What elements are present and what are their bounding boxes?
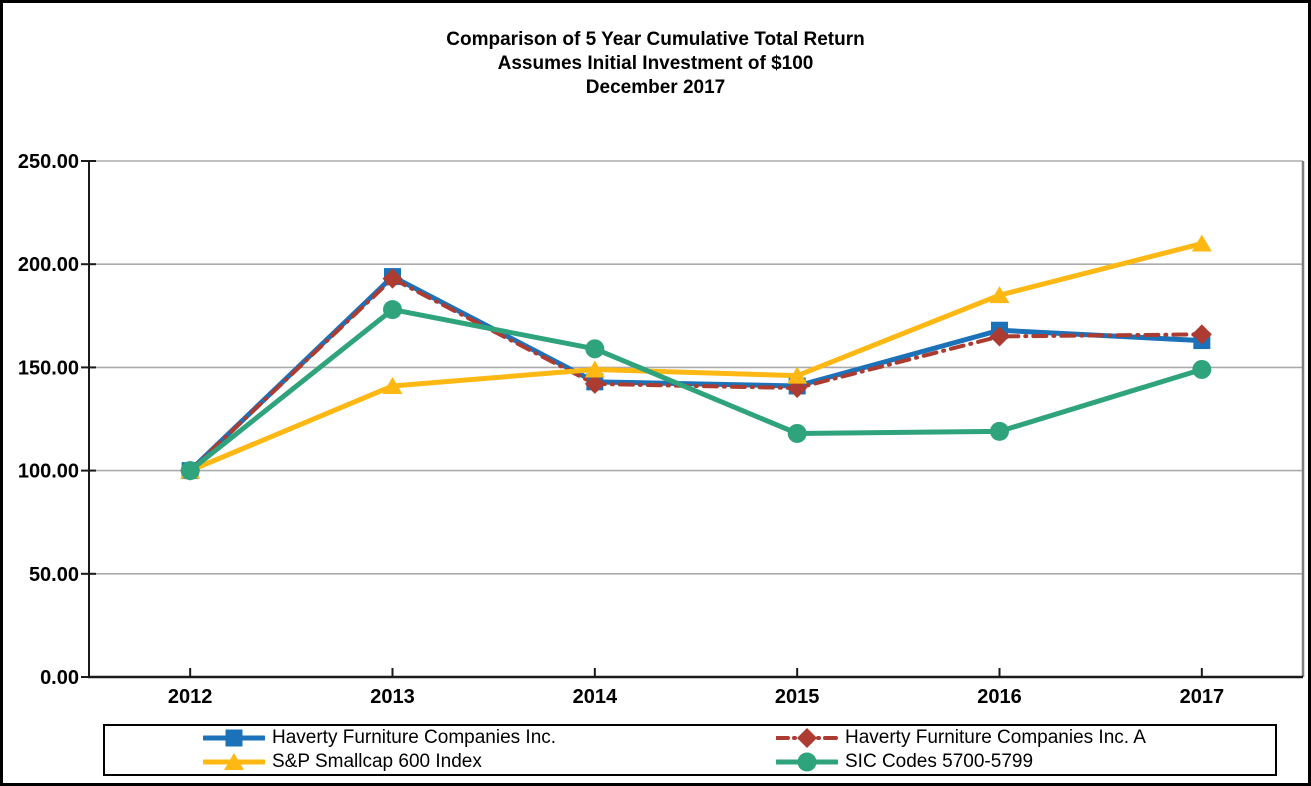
diamond-marker [1191, 324, 1212, 345]
legend-item-label: SIC Codes 5700-5799 [845, 751, 1034, 772]
legend-item-label: Haverty Furniture Companies Inc. [272, 727, 557, 748]
legend-triangle-swatch-icon [203, 753, 265, 770]
legend-item-sic-codes-5700-5799: SIC Codes 5700-5799 [690, 751, 1275, 773]
legend-item-label: S&P Smallcap 600 Index [272, 751, 482, 772]
legend-item-haverty-furniture-companies-inc: Haverty Furniture Companies Inc. [105, 727, 690, 749]
circle-marker [1192, 359, 1212, 379]
diamond-marker [797, 728, 817, 748]
diamond-marker [584, 373, 605, 394]
legend-diamond-swatch-icon [776, 728, 838, 748]
x-tick-label: 2017 [1180, 686, 1225, 708]
legend-square-swatch-icon [203, 729, 265, 747]
diamond-marker [989, 326, 1010, 347]
circle-marker [383, 300, 402, 320]
series-sic-codes-5700-5799 [180, 300, 1212, 481]
y-tick-label: 100.00 [18, 461, 79, 483]
legend-circle-swatch-icon [776, 752, 838, 772]
x-tick-label: 2015 [775, 686, 820, 708]
y-tick-label: 200.00 [18, 254, 79, 276]
y-axis-ticks-and-labels: 0.00 50.00 100.00 150.00 200.00 250.00 [18, 151, 96, 689]
y-tick-label: 150.00 [18, 357, 79, 379]
x-axis-ticks-and-labels: 2012 2013 2014 2015 2016 2017 [168, 668, 1224, 708]
x-tick-label: 2013 [370, 686, 415, 708]
circle-marker [787, 423, 807, 443]
chart-title-line-2: Assumes Initial Investment of $100 [497, 53, 814, 74]
triangle-marker [584, 360, 605, 378]
y-tick-label: 250.00 [18, 151, 79, 173]
y-tick-label: 0.00 [40, 667, 79, 689]
x-tick-label: 2012 [168, 686, 213, 708]
legend-item-haverty-furniture-companies-inc-a: Haverty Furniture Companies Inc. A [690, 727, 1275, 749]
x-tick-label: 2016 [977, 686, 1022, 708]
y-tick-label: 50.00 [29, 564, 79, 586]
triangle-marker [382, 376, 403, 394]
square-marker [225, 729, 243, 747]
triangle-marker [224, 753, 244, 770]
circle-marker [797, 752, 817, 772]
circle-marker [990, 421, 1009, 441]
triangle-marker [1191, 234, 1212, 252]
series-line [187, 307, 1205, 474]
x-tick-label: 2014 [573, 686, 618, 708]
series-line [187, 241, 1205, 474]
chart-title-line-3: December 2017 [585, 77, 726, 98]
series-line [188, 276, 1204, 473]
circle-marker [585, 339, 605, 359]
gridlines [89, 160, 1303, 575]
circle-marker [180, 461, 200, 481]
triangle-marker [787, 366, 808, 384]
diamond-marker [382, 268, 403, 289]
triangle-marker [989, 286, 1010, 304]
legend-item-label: Haverty Furniture Companies Inc. A [845, 727, 1146, 748]
legend: Haverty Furniture Companies Inc. Haverty … [103, 724, 1277, 776]
chart-title: Comparison of 5 Year Cumulative Total Re… [3, 28, 1308, 100]
legend-item-s-p-smallcap-600-index: S&P Smallcap 600 Index [105, 751, 690, 773]
chart-title-line-1: Comparison of 5 Year Cumulative Total Re… [446, 29, 865, 50]
